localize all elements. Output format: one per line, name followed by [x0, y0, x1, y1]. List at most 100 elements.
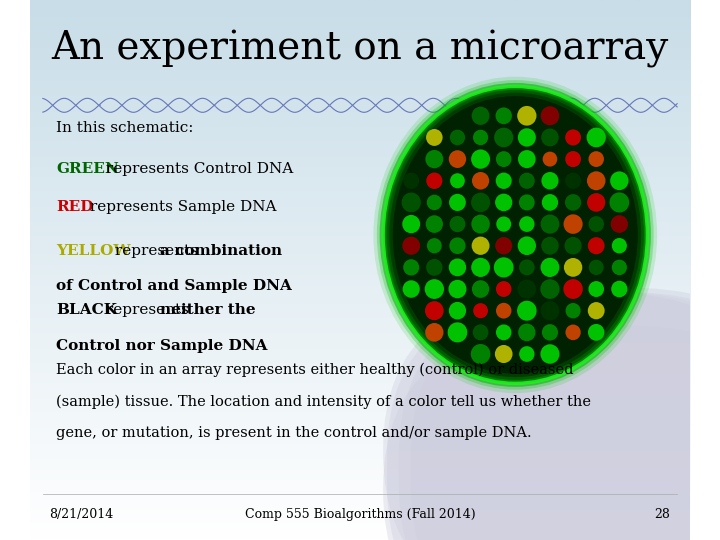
- Ellipse shape: [494, 127, 513, 147]
- Ellipse shape: [472, 237, 490, 255]
- Ellipse shape: [449, 280, 467, 298]
- Ellipse shape: [450, 173, 465, 188]
- Text: BLACK: BLACK: [56, 303, 117, 318]
- Ellipse shape: [473, 325, 488, 340]
- Ellipse shape: [495, 107, 512, 124]
- Ellipse shape: [518, 237, 536, 255]
- Ellipse shape: [565, 194, 581, 211]
- FancyBboxPatch shape: [383, 287, 720, 540]
- Ellipse shape: [472, 214, 490, 233]
- Ellipse shape: [495, 345, 513, 363]
- Ellipse shape: [587, 171, 606, 190]
- Ellipse shape: [496, 281, 511, 297]
- Ellipse shape: [519, 259, 535, 275]
- Ellipse shape: [588, 281, 604, 297]
- Ellipse shape: [471, 150, 490, 169]
- Ellipse shape: [611, 215, 628, 233]
- Ellipse shape: [449, 259, 466, 276]
- Ellipse shape: [565, 151, 581, 167]
- Text: represents: represents: [110, 244, 203, 258]
- FancyBboxPatch shape: [387, 292, 720, 540]
- Ellipse shape: [541, 214, 559, 234]
- Ellipse shape: [427, 238, 442, 253]
- Ellipse shape: [588, 302, 605, 319]
- Ellipse shape: [566, 303, 580, 319]
- Text: Comp 555 Bioalgorithms (Fall 2014): Comp 555 Bioalgorithms (Fall 2014): [245, 508, 475, 521]
- Ellipse shape: [402, 193, 421, 212]
- Text: Each color in an array represents either healthy (control) or diseased: Each color in an array represents either…: [56, 363, 574, 377]
- Ellipse shape: [565, 130, 581, 145]
- Ellipse shape: [425, 301, 444, 320]
- Ellipse shape: [541, 172, 559, 190]
- Ellipse shape: [496, 325, 511, 340]
- Ellipse shape: [541, 258, 559, 277]
- Ellipse shape: [542, 324, 558, 341]
- Text: of Control and Sample DNA: of Control and Sample DNA: [56, 279, 292, 293]
- Ellipse shape: [612, 260, 627, 275]
- Ellipse shape: [427, 195, 442, 210]
- Ellipse shape: [543, 152, 557, 166]
- Ellipse shape: [588, 237, 605, 254]
- Ellipse shape: [517, 106, 536, 126]
- FancyBboxPatch shape: [399, 292, 720, 540]
- Ellipse shape: [588, 324, 605, 341]
- Ellipse shape: [472, 107, 490, 125]
- Ellipse shape: [426, 129, 443, 146]
- Ellipse shape: [495, 237, 512, 254]
- Ellipse shape: [541, 344, 559, 364]
- Text: RED: RED: [56, 200, 94, 214]
- Text: An experiment on a microarray: An experiment on a microarray: [51, 30, 669, 68]
- Ellipse shape: [540, 279, 559, 299]
- Ellipse shape: [517, 301, 536, 321]
- Ellipse shape: [541, 106, 559, 125]
- Ellipse shape: [611, 281, 627, 298]
- Text: a combination: a combination: [161, 244, 282, 258]
- Ellipse shape: [564, 258, 582, 277]
- Ellipse shape: [403, 259, 419, 275]
- Ellipse shape: [496, 217, 511, 232]
- Ellipse shape: [449, 216, 465, 232]
- Ellipse shape: [518, 128, 536, 147]
- Ellipse shape: [449, 194, 466, 211]
- Text: represents: represents: [101, 303, 194, 318]
- Ellipse shape: [541, 129, 559, 146]
- Ellipse shape: [589, 260, 603, 275]
- Ellipse shape: [403, 173, 419, 189]
- Ellipse shape: [449, 302, 466, 320]
- Ellipse shape: [587, 193, 606, 212]
- Ellipse shape: [542, 194, 558, 211]
- Ellipse shape: [565, 173, 581, 189]
- Ellipse shape: [563, 279, 582, 299]
- Text: 28: 28: [654, 508, 670, 521]
- Ellipse shape: [588, 216, 604, 232]
- Ellipse shape: [541, 237, 559, 255]
- Ellipse shape: [519, 173, 535, 189]
- Text: (sample) tissue. The location and intensity of a color tell us whether the: (sample) tissue. The location and intens…: [56, 394, 591, 409]
- Ellipse shape: [541, 301, 559, 320]
- Ellipse shape: [426, 215, 443, 233]
- Ellipse shape: [383, 86, 647, 383]
- Ellipse shape: [496, 303, 511, 319]
- Ellipse shape: [565, 325, 581, 340]
- Ellipse shape: [472, 280, 489, 298]
- Text: YELLOW: YELLOW: [56, 244, 130, 258]
- Ellipse shape: [518, 323, 536, 341]
- Ellipse shape: [587, 127, 606, 147]
- Ellipse shape: [612, 238, 627, 253]
- Ellipse shape: [450, 130, 465, 145]
- Ellipse shape: [564, 237, 582, 254]
- Ellipse shape: [402, 215, 420, 233]
- Text: Control nor Sample DNA: Control nor Sample DNA: [56, 339, 268, 353]
- Text: neither the: neither the: [161, 303, 256, 318]
- Ellipse shape: [448, 322, 467, 342]
- Ellipse shape: [564, 214, 582, 234]
- FancyBboxPatch shape: [411, 292, 720, 540]
- Ellipse shape: [402, 237, 420, 255]
- Text: represents Control DNA: represents Control DNA: [101, 162, 293, 176]
- Ellipse shape: [496, 151, 511, 167]
- Ellipse shape: [588, 151, 604, 167]
- Ellipse shape: [518, 150, 536, 168]
- Ellipse shape: [471, 344, 490, 364]
- Ellipse shape: [610, 192, 629, 212]
- Ellipse shape: [494, 257, 513, 278]
